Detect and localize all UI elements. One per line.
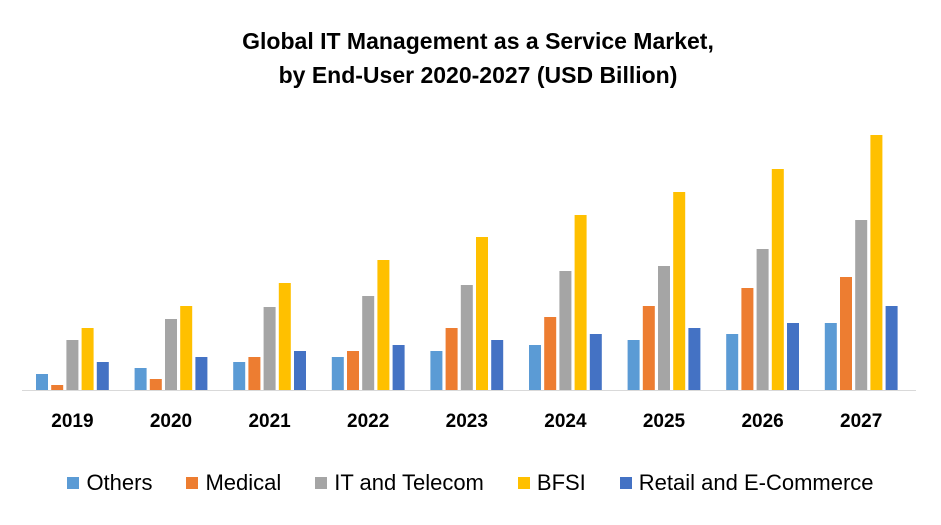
legend: Others Medical IT and Telecom BFSI Retail an…	[0, 470, 941, 496]
bar-bfsi-2023	[476, 237, 488, 390]
bar-retail-and-e-commerce-2027	[885, 306, 898, 390]
bar-others-2023	[430, 351, 443, 390]
x-tick-label-2025: 2025	[643, 411, 686, 432]
bar-medical-2022	[347, 351, 359, 390]
bar-others-2024	[529, 345, 541, 390]
bar-it-and-telecom-2019	[66, 340, 79, 390]
legend-label-medical: Medical	[205, 470, 282, 495]
legend-swatch-bfsi	[517, 477, 530, 489]
bar-retail-and-e-commerce-2021	[294, 351, 306, 390]
bar-it-and-telecom-2023	[460, 285, 473, 390]
bars-group	[36, 135, 898, 390]
bar-retail-and-e-commerce-2019	[96, 362, 109, 390]
x-tick-label-2021: 2021	[248, 411, 291, 432]
legend-item-retail-and-e-commerce: Retail and E-Commerce	[619, 470, 874, 496]
bar-bfsi-2020	[180, 306, 193, 390]
bar-bfsi-2019	[81, 328, 94, 390]
bar-retail-and-e-commerce-2024	[589, 334, 602, 390]
chart-title-line-2: by End-User 2020-2027 (USD Billion)	[278, 62, 678, 88]
bar-bfsi-2027	[870, 135, 883, 390]
bar-retail-and-e-commerce-2020	[195, 357, 208, 390]
x-tick-label-2023: 2023	[446, 411, 488, 432]
bar-retail-and-e-commerce-2025	[688, 328, 701, 390]
legend-item-medical: Medical	[186, 470, 281, 496]
x-tick-label-2026: 2026	[741, 411, 783, 432]
chart-title: Global IT Management as a Service Market…	[0, 24, 941, 92]
bar-others-2025	[627, 340, 640, 390]
legend-swatch-medical	[186, 477, 199, 489]
x-tick-label-2027: 2027	[840, 411, 882, 432]
bar-medical-2021	[248, 357, 261, 390]
bar-it-and-telecom-2027	[855, 220, 868, 390]
bar-others-2027	[824, 323, 837, 390]
bar-bfsi-2022	[377, 260, 390, 390]
bar-others-2020	[134, 368, 147, 390]
bar-bfsi-2024	[574, 215, 587, 390]
legend-label-bfsi: BFSI	[536, 470, 586, 495]
bar-others-2019	[36, 374, 48, 390]
bar-others-2022	[331, 357, 344, 390]
bar-chart: 2019 2020 2021 2022 2023 2024 2025 2026 2027	[22, 135, 916, 432]
bar-retail-and-e-commerce-2022	[392, 345, 405, 390]
legend-label-retail-and-e-commerce: Retail and E-Commerce	[638, 470, 874, 495]
chart-title-line-1: Global IT Management as a Service Market…	[242, 28, 714, 54]
bar-medical-2026	[741, 288, 754, 390]
bar-medical-2024	[544, 317, 557, 390]
legend-label-it-and-telecom: IT and Telecom	[334, 470, 484, 495]
x-tick-label-2019: 2019	[51, 411, 93, 432]
bar-others-2021	[233, 362, 246, 390]
bar-it-and-telecom-2025	[658, 266, 670, 390]
legend-item-others: Others	[67, 470, 152, 496]
legend-item-it-and-telecom: IT and Telecom	[315, 470, 484, 496]
bar-it-and-telecom-2022	[362, 296, 375, 390]
bar-it-and-telecom-2026	[756, 249, 769, 390]
bar-it-and-telecom-2020	[165, 319, 177, 390]
legend-label-others: Others	[86, 470, 153, 495]
bar-medical-2027	[840, 277, 852, 390]
legend-swatch-retail-and-e-commerce	[619, 477, 632, 489]
bar-others-2026	[726, 334, 739, 390]
x-tick-label-2024: 2024	[544, 411, 587, 432]
bar-medical-2025	[642, 306, 655, 390]
x-tick-labels: 2019 2020 2021 2022 2023 2024 2025 2026 2027	[51, 411, 882, 432]
bar-it-and-telecom-2024	[559, 271, 572, 390]
bar-medical-2019	[51, 385, 64, 390]
bar-bfsi-2025	[673, 192, 686, 390]
bar-bfsi-2021	[278, 283, 291, 390]
bar-retail-and-e-commerce-2023	[491, 340, 504, 390]
bar-bfsi-2026	[771, 169, 784, 390]
legend-swatch-it-and-telecom	[315, 477, 328, 489]
bar-it-and-telecom-2021	[263, 307, 276, 390]
legend-item-bfsi: BFSI	[517, 470, 586, 496]
legend-swatch-others	[67, 477, 80, 489]
bar-medical-2023	[445, 328, 458, 390]
x-tick-label-2020: 2020	[150, 411, 192, 432]
x-tick-label-2022: 2022	[347, 411, 389, 432]
bar-medical-2020	[149, 379, 162, 390]
bar-retail-and-e-commerce-2026	[787, 323, 799, 390]
